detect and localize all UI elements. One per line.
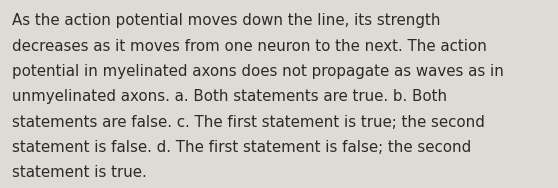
Text: statement is true.: statement is true. [12,165,147,180]
Text: statement is false. d. The first statement is false; the second: statement is false. d. The first stateme… [12,140,472,155]
Text: As the action potential moves down the line, its strength: As the action potential moves down the l… [12,13,441,28]
Text: unmyelinated axons. a. Both statements are true. b. Both: unmyelinated axons. a. Both statements a… [12,89,448,104]
Text: decreases as it moves from one neuron to the next. The action: decreases as it moves from one neuron to… [12,39,487,54]
Text: statements are false. c. The first statement is true; the second: statements are false. c. The first state… [12,115,485,130]
Text: potential in myelinated axons does not propagate as waves as in: potential in myelinated axons does not p… [12,64,504,79]
